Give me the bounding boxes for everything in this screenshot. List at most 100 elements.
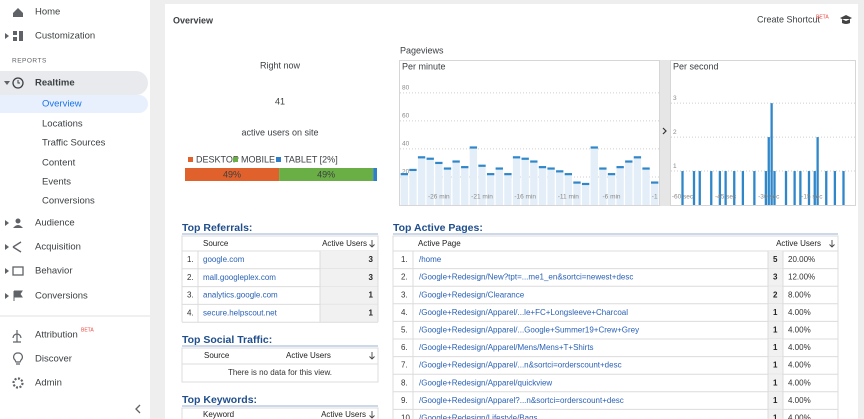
expand-caret[interactable] xyxy=(5,293,9,299)
nav-subitem[interactable]: Conversions xyxy=(42,196,95,207)
nav-item[interactable]: Realtime xyxy=(35,78,75,89)
page-link[interactable]: /Google+Redesign/Apparel?...n&sortci=ord… xyxy=(419,396,624,405)
nav-item[interactable]: Home xyxy=(35,7,60,18)
row-index: 2. xyxy=(187,273,194,282)
table-header xyxy=(392,235,839,252)
nav-item[interactable]: Admin xyxy=(35,378,62,389)
sort-arrow[interactable] xyxy=(829,240,835,248)
column-header[interactable]: Active Users xyxy=(286,351,331,360)
collapse-caret[interactable] xyxy=(4,81,10,85)
x-tick-label: -6 min xyxy=(602,194,620,201)
section-label: REPORTS xyxy=(12,58,47,65)
nav-subitem[interactable]: Traffic Sources xyxy=(42,138,106,149)
bar xyxy=(698,171,701,205)
section-title[interactable]: Top Keywords: xyxy=(182,394,257,406)
nav-item[interactable]: Attribution xyxy=(35,330,78,341)
nav-item[interactable]: Acquisition xyxy=(35,242,81,253)
page-link[interactable]: /Google+Redesign/Apparel/...n&sortci=ord… xyxy=(419,361,622,370)
bar xyxy=(469,147,478,205)
column-header[interactable]: Keyword xyxy=(203,410,234,419)
discover-icon xyxy=(13,352,23,365)
bar xyxy=(807,171,811,205)
active-users: 1 xyxy=(369,291,374,300)
source-link[interactable]: mall.googleplex.com xyxy=(203,273,276,282)
chart-panel xyxy=(670,60,856,206)
bar xyxy=(724,171,727,205)
section-title[interactable]: Top Social Traffic: xyxy=(182,334,272,346)
device-segment xyxy=(185,168,280,181)
column-header[interactable]: Active Users xyxy=(321,410,366,419)
column-header[interactable]: Active Page xyxy=(418,239,461,248)
y-tick-label: 40 xyxy=(402,141,410,148)
active-users: 2 xyxy=(773,290,778,299)
nav-item[interactable]: Audience xyxy=(35,218,75,229)
nav-item[interactable]: Customization xyxy=(35,31,95,42)
row-index: 6. xyxy=(401,343,408,352)
percent: 12.00% xyxy=(788,273,815,282)
bar xyxy=(417,157,426,205)
sort-arrow[interactable] xyxy=(369,240,375,248)
active-users: 1 xyxy=(773,414,778,419)
active-users: 1 xyxy=(773,396,778,405)
bar xyxy=(486,174,495,205)
legend-label: DESKTOP xyxy=(196,154,239,164)
realtime-icon xyxy=(17,80,20,84)
bar xyxy=(784,171,788,205)
x-tick-label: -16 min xyxy=(514,194,536,201)
column-header[interactable]: Source xyxy=(204,351,230,360)
source-link[interactable]: secure.helpscout.net xyxy=(203,309,278,318)
row-index: 2. xyxy=(401,273,408,282)
empty-row xyxy=(181,363,379,383)
collapse-sidebar[interactable] xyxy=(135,404,141,414)
page-link[interactable]: /Google+Redesign/New?tpt=...me1_en&sortc… xyxy=(419,273,633,282)
divider-arrow[interactable] xyxy=(662,127,667,135)
nav-highlight xyxy=(0,71,148,95)
expand-caret[interactable] xyxy=(5,268,9,274)
nav-subitem[interactable]: Events xyxy=(42,177,71,188)
value-cell xyxy=(768,339,783,357)
chart-subtitle: Per minute xyxy=(402,61,446,71)
row-index: 3. xyxy=(187,291,194,300)
learn-icon[interactable] xyxy=(840,15,852,24)
sort-arrow[interactable] xyxy=(369,411,375,419)
column-header[interactable]: Source xyxy=(203,239,229,248)
nav-item[interactable]: Behavior xyxy=(35,266,73,277)
column-header[interactable]: Active Users xyxy=(322,239,367,248)
page-link[interactable]: /Google+Redesign/Apparel/Mens/Mens+T+Shi… xyxy=(419,343,594,352)
source-link[interactable]: google.com xyxy=(203,255,245,264)
nav-item[interactable]: Discover xyxy=(35,354,72,365)
page-link[interactable]: /Google+Redesign/Apparel/...le+FC+Longsl… xyxy=(419,308,628,317)
source-link[interactable]: analytics.google.com xyxy=(203,291,278,300)
y-tick-label: 2 xyxy=(673,129,677,136)
nav-item[interactable]: Conversions xyxy=(35,291,88,302)
page-link[interactable]: /Google+Redesign/Apparel/...Google+Summe… xyxy=(419,326,639,335)
admin-icon xyxy=(12,377,24,389)
section-title[interactable]: Top Referrals: xyxy=(182,222,252,234)
value-cell xyxy=(768,303,783,322)
nav-subitem[interactable]: Content xyxy=(42,158,76,169)
x-tick-label: -60 sec xyxy=(672,194,694,201)
page-link[interactable]: /Google+Redesign/Lifestyle/Bags xyxy=(419,414,538,419)
value-cell xyxy=(768,251,783,269)
expand-caret[interactable] xyxy=(5,244,9,250)
bar xyxy=(521,158,529,205)
page-link[interactable]: /home xyxy=(419,255,442,264)
bar xyxy=(607,174,616,205)
active-users-count: 41 xyxy=(275,96,285,106)
expand-caret[interactable] xyxy=(5,220,9,226)
nav-subitem[interactable]: Locations xyxy=(42,119,83,130)
page-link[interactable]: /Google+Redesign/Apparel/quickview xyxy=(419,378,552,387)
create-shortcut[interactable]: Create Shortcut xyxy=(757,14,821,24)
expand-caret[interactable] xyxy=(5,33,9,39)
y-tick-label: 80 xyxy=(402,85,410,92)
page-link[interactable]: /Google+Redesign/Clearance xyxy=(419,290,525,299)
section-title[interactable]: Top Active Pages: xyxy=(393,222,483,234)
column-header[interactable]: Active Users xyxy=(776,239,821,248)
nav-subitem[interactable]: Overview xyxy=(42,99,82,110)
sort-arrow[interactable] xyxy=(369,352,375,360)
data-label: 49% xyxy=(317,169,335,179)
data-label: 49% xyxy=(223,169,241,179)
x-tick-label: -26 min xyxy=(428,194,450,201)
value-cell xyxy=(320,286,378,305)
audience-icon xyxy=(13,225,23,228)
